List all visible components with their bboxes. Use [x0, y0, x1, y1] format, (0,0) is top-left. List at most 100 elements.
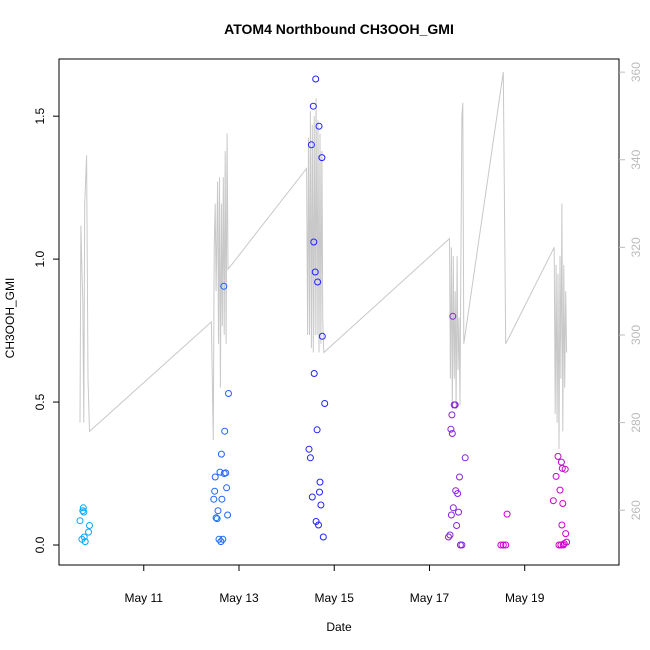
y2-tick-label: 280 — [629, 412, 643, 432]
data-point — [499, 541, 507, 549]
y-tick-label: 1.5 — [33, 108, 47, 125]
data-point — [449, 312, 457, 320]
data-point — [503, 510, 511, 518]
data-point — [221, 427, 229, 435]
data-point — [447, 511, 455, 519]
y2-tick-label: 360 — [629, 62, 643, 82]
x-axis-label: Date — [326, 620, 352, 634]
y-axis-label: CH3OOH_GMI — [3, 278, 17, 359]
data-point — [454, 490, 462, 497]
data-point — [308, 493, 316, 501]
data-point — [448, 430, 456, 437]
data-point — [562, 530, 570, 538]
data-point — [315, 122, 323, 130]
data-point — [561, 465, 569, 473]
data-point — [211, 473, 219, 481]
point-series — [76, 75, 571, 549]
data-point — [456, 473, 463, 481]
data-point — [316, 488, 323, 496]
data-point — [558, 521, 566, 529]
data-point — [451, 401, 459, 409]
data-point — [212, 514, 220, 522]
data-point — [210, 495, 218, 503]
data-point — [555, 541, 563, 549]
data-point — [215, 535, 223, 543]
data-point — [557, 541, 565, 549]
data-point — [86, 522, 93, 529]
data-point — [312, 75, 320, 83]
y2-tick-label: 300 — [629, 325, 643, 345]
data-point — [455, 508, 462, 516]
data-point — [310, 370, 318, 377]
data-point — [312, 518, 320, 525]
data-point — [313, 426, 321, 434]
data-point — [448, 411, 456, 419]
y-axis-right: 260 280 300 320 340 360 — [619, 62, 643, 520]
data-point — [552, 472, 560, 480]
data-point — [307, 141, 315, 149]
data-point — [314, 278, 322, 286]
data-point — [556, 486, 564, 494]
x-tick-label: May 11 — [125, 591, 164, 605]
line-series — [79, 72, 568, 449]
data-point — [554, 452, 562, 460]
data-point — [224, 511, 232, 519]
data-point — [321, 400, 329, 407]
y-tick-label: 0.0 — [33, 536, 47, 553]
data-point — [214, 507, 222, 515]
data-point — [85, 528, 92, 536]
data-point — [317, 501, 325, 509]
data-point — [318, 154, 326, 162]
data-point — [211, 487, 219, 495]
data-point — [559, 500, 567, 507]
data-point — [458, 541, 466, 549]
x-axis: May 11 May 13 May 15 May 17 May 19 — [125, 565, 545, 605]
y2-tick-label: 340 — [629, 149, 643, 169]
data-point — [309, 102, 317, 110]
data-point — [80, 508, 88, 516]
x-tick-label: May 19 — [505, 591, 545, 605]
data-point — [305, 445, 313, 453]
chart-title: ATOM4 Northbound CH3OOH_GMI — [224, 21, 454, 37]
plot-box — [58, 58, 620, 566]
line-series-path — [79, 72, 568, 449]
data-point — [213, 515, 221, 523]
x-tick-label: May 13 — [219, 591, 259, 605]
y-tick-label: 1.0 — [33, 250, 47, 267]
data-point — [311, 268, 319, 276]
data-point — [549, 497, 557, 505]
data-point — [447, 425, 455, 433]
data-point — [219, 535, 227, 543]
data-point — [446, 531, 454, 539]
data-point — [502, 541, 510, 549]
data-point — [217, 538, 225, 546]
data-point — [563, 538, 571, 546]
data-point — [76, 517, 84, 525]
data-point — [315, 521, 322, 529]
y-axis-left: 0.0 0.5 1.0 1.5 — [33, 108, 59, 553]
x-tick-label: May 17 — [410, 591, 450, 605]
data-point — [310, 238, 318, 246]
data-point — [79, 507, 87, 515]
data-point — [445, 533, 452, 541]
data-point — [225, 390, 232, 397]
data-point — [222, 469, 230, 477]
data-point — [218, 495, 226, 503]
data-point — [461, 454, 469, 462]
y2-tick-label: 320 — [629, 237, 643, 257]
data-point — [558, 464, 566, 472]
data-point — [316, 478, 324, 486]
x-tick-label: May 15 — [315, 591, 355, 605]
data-point — [497, 541, 505, 549]
data-point — [81, 538, 89, 546]
data-point — [306, 454, 314, 462]
y2-tick-label: 260 — [629, 500, 643, 520]
data-point — [217, 450, 225, 458]
data-point — [453, 522, 461, 529]
data-point — [449, 504, 457, 512]
data-point — [79, 504, 87, 512]
data-point — [319, 533, 327, 541]
y-tick-label: 0.5 — [33, 393, 47, 410]
data-point — [223, 484, 231, 492]
